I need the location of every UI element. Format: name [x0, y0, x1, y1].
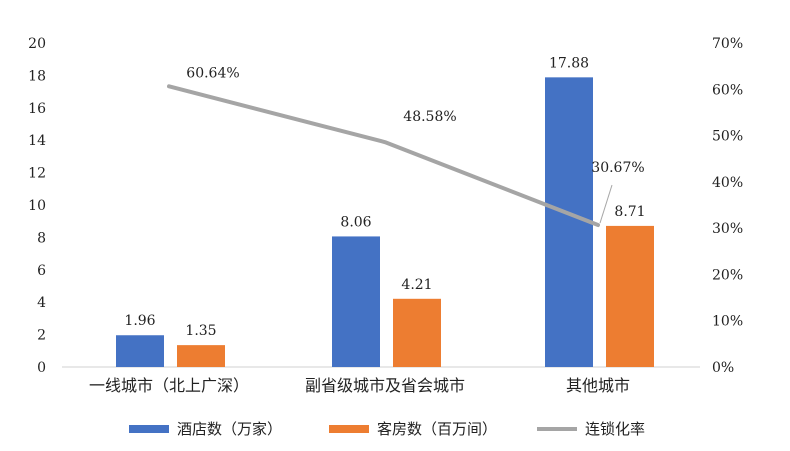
left-axis-ticks: 0 2 4 6 8 10 12 14 16 18 20 — [28, 36, 46, 376]
rate-value-label: 60.64% — [186, 65, 239, 81]
left-tick-label: 0 — [37, 360, 46, 376]
bar — [177, 345, 225, 367]
legend: 酒店数（万家） 客房数（百万间） 连锁化率 — [129, 420, 645, 438]
right-tick-label: 70% — [712, 36, 743, 52]
bar — [393, 298, 441, 367]
rate-value-label: 48.58% — [403, 109, 456, 125]
legend-swatch — [129, 425, 169, 433]
bar — [116, 335, 164, 367]
category-labels: 一线城市（北上广深） 副省级城市及省会城市 其他城市 — [89, 376, 630, 395]
bar — [545, 77, 593, 368]
left-tick-label: 18 — [28, 68, 46, 84]
bars — [116, 77, 654, 368]
left-tick-label: 2 — [37, 328, 46, 344]
rate-line-layer — [167, 84, 613, 228]
left-tick-label: 8 — [37, 230, 46, 246]
left-tick-label: 20 — [28, 36, 46, 52]
right-tick-label: 0% — [712, 360, 734, 376]
legend-swatch — [329, 425, 369, 433]
rate-value-label: 30.67% — [591, 160, 644, 176]
legend-label: 客房数（百万间） — [377, 420, 497, 438]
right-tick-label: 30% — [712, 221, 743, 237]
data-labels: 1.96 8.06 17.88 1.35 4.21 8.71 60.64% 48.58% 30.… — [124, 55, 645, 339]
left-tick-label: 6 — [37, 263, 46, 279]
left-tick-label: 10 — [28, 198, 46, 214]
left-tick-label: 12 — [28, 166, 46, 182]
category-label: 一线城市（北上广深） — [89, 376, 249, 395]
legend-label: 连锁化率 — [585, 420, 645, 438]
bar-value-label: 1.96 — [124, 313, 155, 329]
category-label: 其他城市 — [566, 376, 630, 395]
category-label: 副省级城市及省会城市 — [305, 376, 465, 395]
right-tick-label: 40% — [712, 175, 743, 191]
bar-value-label: 8.71 — [614, 204, 645, 220]
right-tick-label: 10% — [712, 314, 743, 330]
bar-value-label: 1.35 — [185, 323, 216, 339]
legend-label: 酒店数（万家） — [177, 420, 282, 438]
right-tick-label: 20% — [712, 267, 743, 283]
bar-value-label: 4.21 — [401, 277, 432, 293]
left-tick-label: 14 — [28, 133, 46, 149]
rate-line — [167, 84, 600, 228]
bar — [606, 225, 654, 367]
right-tick-label: 50% — [712, 129, 743, 145]
left-tick-label: 16 — [28, 101, 46, 117]
bar — [332, 236, 380, 367]
right-axis-ticks: 0% 10% 20% 30% 40% 50% 60% 70% — [712, 36, 743, 376]
right-tick-label: 60% — [712, 82, 743, 98]
bar-value-label: 17.88 — [549, 55, 589, 71]
label-leader-line — [599, 184, 613, 224]
left-tick-label: 4 — [37, 295, 46, 311]
bar-value-label: 8.06 — [340, 214, 371, 230]
